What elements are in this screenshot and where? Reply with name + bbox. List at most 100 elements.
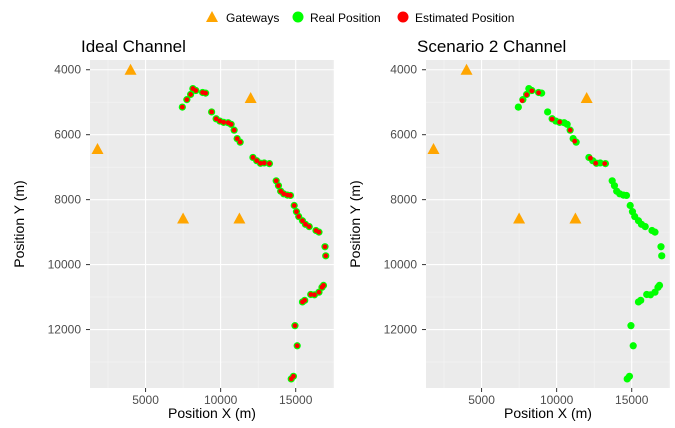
- legend-label-gateways: Gateways: [226, 11, 279, 25]
- minor-gridlines: [426, 60, 670, 388]
- y-tick-label: 12000: [384, 323, 418, 337]
- x-tick-labels: 5000 10000 15000: [468, 388, 649, 407]
- estimated-position-point: [267, 161, 272, 166]
- x-tick-labels: 5000 10000 15000: [132, 388, 313, 407]
- x-tick-label: 5000: [468, 393, 495, 407]
- x-tick-label: 10000: [540, 393, 574, 407]
- real-position-point: [626, 201, 634, 210]
- y-tick-label: 10000: [48, 258, 82, 272]
- legend-key-estimated-position: [397, 11, 409, 23]
- real-position-point: [641, 222, 649, 231]
- estimated-position-point: [203, 90, 209, 96]
- major-gridlines: [90, 60, 334, 388]
- estimated-position-point: [288, 193, 293, 198]
- estimated-position-point: [292, 323, 298, 329]
- gateway-marker: [177, 212, 190, 224]
- gateway-marker: [91, 142, 104, 154]
- estimated-position-point: [303, 221, 308, 227]
- legend-item-real-position: Real Position: [292, 11, 381, 25]
- y-tick-labels: 4000 6000 8000 10000 12000: [48, 63, 90, 337]
- x-tick-label: 5000: [132, 393, 159, 407]
- estimated-position-point: [524, 92, 530, 98]
- y-tick-label: 4000: [390, 63, 417, 77]
- gateway-marker: [460, 63, 473, 75]
- estimated-position-point: [184, 97, 190, 103]
- estimated-position-point: [308, 292, 314, 297]
- y-tick-label: 10000: [384, 258, 418, 272]
- x-tick-label: 15000: [615, 393, 649, 407]
- estimated-position-point: [273, 178, 279, 184]
- panel-title: Scenario 2 Channel: [417, 37, 566, 56]
- estimated-position-point: [302, 297, 308, 303]
- real-position-point: [563, 120, 571, 128]
- y-tick-label: 6000: [390, 128, 417, 142]
- estimated-position-point: [209, 109, 215, 115]
- gateway-marker: [569, 212, 582, 224]
- legend-key-real-position: [292, 11, 304, 23]
- y-tick-label: 6000: [54, 128, 81, 142]
- estimated-position-point: [300, 218, 305, 224]
- estimated-position-point: [572, 138, 578, 144]
- estimated-position-point: [281, 191, 287, 197]
- real-position-point: [610, 182, 619, 190]
- estimated-position-point: [321, 282, 326, 288]
- estimated-position-point: [250, 155, 256, 160]
- y-axis-label: Position Y (m): [347, 180, 363, 267]
- estimated-position-point: [549, 116, 555, 122]
- estimated-position-point: [188, 92, 194, 97]
- estimated-position-point: [567, 127, 573, 133]
- legend-label-real-position: Real Position: [310, 11, 381, 25]
- estimated-position-points: [519, 88, 608, 166]
- estimated-position-point: [228, 121, 234, 127]
- estimated-position-point: [306, 224, 312, 229]
- estimated-position-point: [312, 292, 317, 298]
- estimated-position-point: [276, 183, 281, 189]
- gateway-marker: [124, 63, 137, 75]
- estimated-position-point: [519, 98, 525, 103]
- real-position-point: [544, 108, 552, 116]
- gateway-markers: [427, 63, 593, 224]
- panel-ideal-channel: Ideal Channel 4000 6000 8000 10000 12000 500…: [11, 37, 334, 421]
- estimated-position-point: [557, 119, 563, 125]
- panel-title: Ideal Channel: [81, 37, 186, 56]
- legend-label-estimated-position: Estimated Position: [415, 11, 514, 25]
- y-tick-label: 4000: [54, 63, 81, 77]
- y-tick-label: 8000: [390, 193, 417, 207]
- estimated-position-point: [193, 88, 199, 93]
- y-axis-label: Position Y (m): [11, 180, 27, 267]
- real-position-point: [637, 296, 645, 304]
- real-position-point: [657, 243, 665, 251]
- minor-gridlines: [90, 60, 334, 388]
- estimated-position-point: [258, 160, 263, 166]
- estimated-position-point: [316, 229, 322, 235]
- x-tick-label: 10000: [204, 393, 238, 407]
- estimated-position-point: [529, 88, 535, 94]
- real-position-point: [514, 103, 522, 111]
- estimated-position-point: [588, 155, 593, 161]
- estimated-position-point: [294, 209, 299, 215]
- estimated-position-point: [217, 118, 223, 124]
- legend: Gateways Real Position Estimated Positio…: [206, 11, 514, 25]
- y-tick-label: 12000: [48, 323, 82, 337]
- estimated-position-point: [291, 203, 297, 208]
- y-tick-label: 8000: [54, 193, 81, 207]
- estimated-position-point: [593, 160, 599, 166]
- estimated-position-point: [254, 158, 260, 164]
- legend-item-estimated-position: Estimated Position: [397, 11, 514, 25]
- real-position-point: [627, 322, 635, 330]
- real-position-point: [651, 228, 659, 236]
- estimated-position-point: [237, 139, 243, 145]
- estimated-position-point: [179, 104, 185, 110]
- estimated-position-point: [213, 116, 219, 122]
- gateway-marker: [233, 212, 246, 224]
- estimated-position-point: [234, 136, 240, 141]
- panel-scenario-2-channel: Scenario 2 Channel 4000 6000 8000 10000 1200…: [347, 37, 670, 421]
- estimated-position-point: [294, 343, 300, 349]
- legend-key-gateways: [206, 11, 218, 22]
- estimated-position-point: [602, 161, 608, 166]
- gateway-marker: [427, 142, 440, 154]
- x-axis-label: Position X (m): [168, 405, 256, 421]
- estimated-position-point: [288, 376, 294, 382]
- gateway-markers: [91, 63, 257, 224]
